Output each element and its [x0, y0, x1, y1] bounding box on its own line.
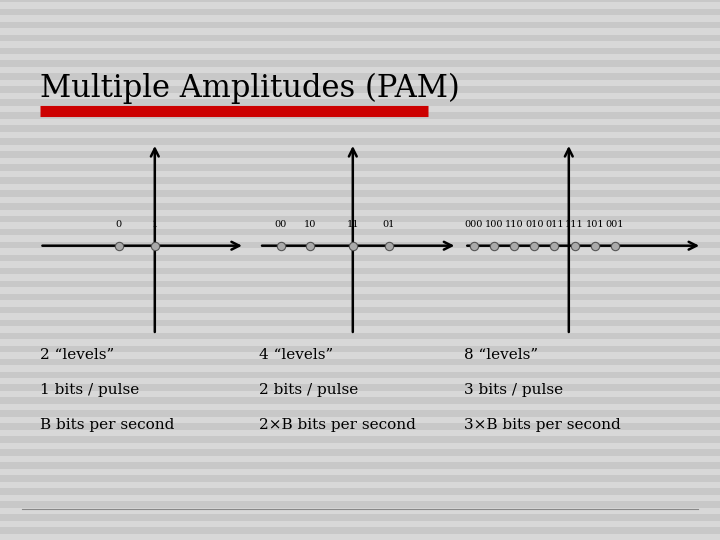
Bar: [0, 125, 720, 132]
Bar: [0, 397, 720, 404]
Text: 2×B bits per second: 2×B bits per second: [259, 418, 416, 433]
Bar: [0, 475, 720, 482]
Text: 3 bits / pulse: 3 bits / pulse: [464, 383, 564, 397]
Text: 111: 111: [565, 220, 584, 230]
Bar: [0, 333, 720, 339]
Text: B bits per second: B bits per second: [40, 418, 174, 433]
Bar: [0, 242, 720, 248]
Text: 00: 00: [274, 220, 287, 230]
Text: 1: 1: [152, 220, 158, 230]
Bar: [0, 462, 720, 469]
Bar: [0, 203, 720, 210]
Text: 100: 100: [485, 220, 503, 230]
Bar: [0, 22, 720, 28]
Bar: [0, 35, 720, 41]
Text: 01: 01: [382, 220, 395, 230]
Text: 010: 010: [525, 220, 544, 230]
Text: 11: 11: [346, 220, 359, 230]
Bar: [0, 281, 720, 287]
Bar: [0, 229, 720, 235]
Bar: [0, 164, 720, 171]
Bar: [0, 346, 720, 352]
Bar: [0, 86, 720, 93]
Text: 011: 011: [545, 220, 564, 230]
Bar: [0, 294, 720, 300]
Bar: [0, 449, 720, 456]
Bar: [0, 216, 720, 222]
Bar: [0, 60, 720, 67]
Bar: [0, 151, 720, 158]
Bar: [0, 0, 720, 2]
Text: Multiple Amplitudes (PAM): Multiple Amplitudes (PAM): [40, 73, 459, 104]
Bar: [0, 48, 720, 54]
Text: 001: 001: [606, 220, 624, 230]
Bar: [0, 423, 720, 430]
Bar: [0, 488, 720, 495]
Text: 8 “levels”: 8 “levels”: [464, 348, 539, 362]
Bar: [0, 255, 720, 261]
Bar: [0, 177, 720, 184]
Bar: [0, 501, 720, 508]
Bar: [0, 384, 720, 391]
Bar: [0, 112, 720, 119]
Bar: [0, 73, 720, 80]
Bar: [0, 138, 720, 145]
Bar: [0, 410, 720, 417]
Text: 2 bits / pulse: 2 bits / pulse: [259, 383, 359, 397]
Text: 2 “levels”: 2 “levels”: [40, 348, 114, 362]
Bar: [0, 514, 720, 521]
Bar: [0, 527, 720, 534]
Text: 110: 110: [505, 220, 523, 230]
Text: 4 “levels”: 4 “levels”: [259, 348, 333, 362]
Bar: [0, 436, 720, 443]
Bar: [0, 9, 720, 15]
Text: 101: 101: [585, 220, 604, 230]
Bar: [0, 372, 720, 378]
Bar: [0, 99, 720, 106]
Bar: [0, 359, 720, 365]
Bar: [0, 320, 720, 326]
Text: 3×B bits per second: 3×B bits per second: [464, 418, 621, 433]
Text: 0: 0: [116, 220, 122, 230]
Text: 1 bits / pulse: 1 bits / pulse: [40, 383, 139, 397]
Bar: [0, 307, 720, 313]
Bar: [0, 268, 720, 274]
Text: 000: 000: [464, 220, 483, 230]
Bar: [0, 190, 720, 197]
Text: 10: 10: [303, 220, 316, 230]
